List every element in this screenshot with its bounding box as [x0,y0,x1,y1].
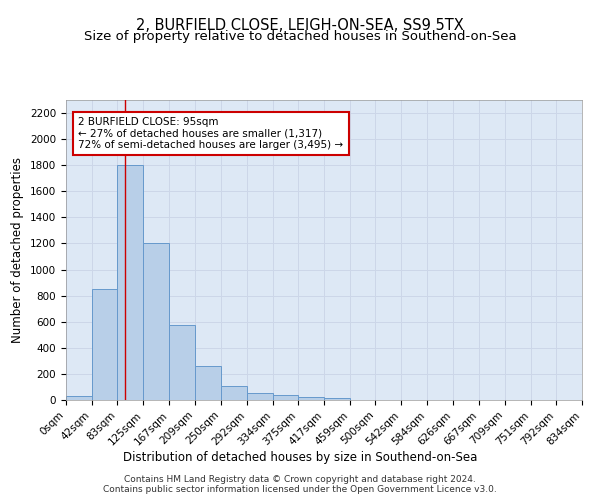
Text: 2 BURFIELD CLOSE: 95sqm
← 27% of detached houses are smaller (1,317)
72% of semi: 2 BURFIELD CLOSE: 95sqm ← 27% of detache… [79,117,343,150]
Text: 2, BURFIELD CLOSE, LEIGH-ON-SEA, SS9 5TX: 2, BURFIELD CLOSE, LEIGH-ON-SEA, SS9 5TX [136,18,464,32]
Bar [247,394,272,400]
Bar [298,396,324,400]
Text: Distribution of detached houses by size in Southend-on-Sea: Distribution of detached houses by size … [123,451,477,464]
Text: Size of property relative to detached houses in Southend-on-Sea: Size of property relative to detached ho… [83,30,517,43]
Bar [92,289,118,400]
Bar [143,244,169,400]
Text: Contains HM Land Registry data © Crown copyright and database right 2024.
Contai: Contains HM Land Registry data © Crown c… [103,474,497,494]
Bar [169,325,196,400]
Bar [221,386,247,400]
Y-axis label: Number of detached properties: Number of detached properties [11,157,25,343]
Bar [118,165,143,400]
Bar [196,366,221,400]
Bar [272,396,298,400]
Bar [324,398,350,400]
Bar [66,396,92,400]
